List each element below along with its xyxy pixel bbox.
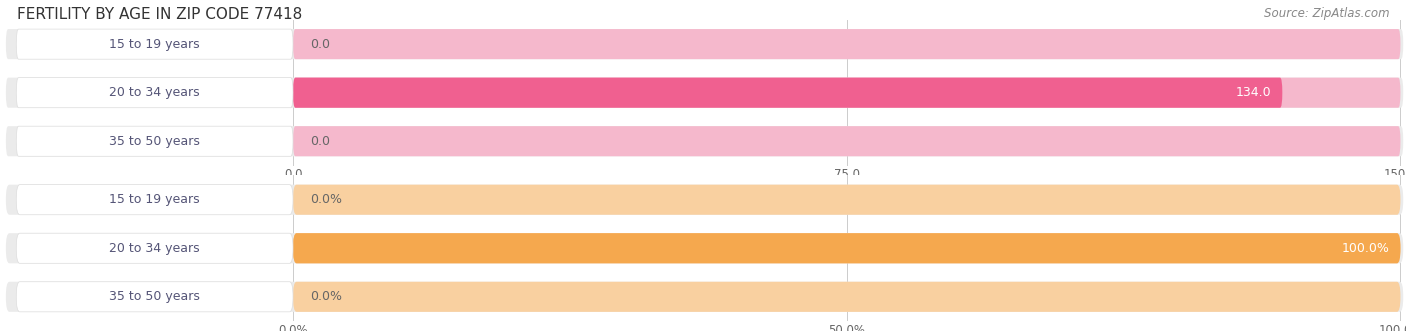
Text: 0.0%: 0.0% [309,193,342,206]
FancyBboxPatch shape [6,29,1403,59]
FancyBboxPatch shape [6,233,1403,263]
Text: FERTILITY BY AGE IN ZIP CODE 77418: FERTILITY BY AGE IN ZIP CODE 77418 [17,7,302,22]
FancyBboxPatch shape [292,185,1400,215]
FancyBboxPatch shape [17,233,292,263]
Text: 20 to 34 years: 20 to 34 years [110,86,200,99]
Text: 0.0%: 0.0% [309,290,342,303]
FancyBboxPatch shape [292,233,1400,263]
FancyBboxPatch shape [17,78,292,108]
FancyBboxPatch shape [17,29,292,59]
FancyBboxPatch shape [17,282,292,312]
FancyBboxPatch shape [292,29,1400,59]
FancyBboxPatch shape [292,78,1282,108]
FancyBboxPatch shape [17,126,292,156]
FancyBboxPatch shape [6,282,1403,312]
FancyBboxPatch shape [292,126,1400,156]
FancyBboxPatch shape [292,78,1400,108]
FancyBboxPatch shape [292,282,1400,312]
FancyBboxPatch shape [292,233,1400,263]
Text: 134.0: 134.0 [1236,86,1271,99]
Text: 100.0%: 100.0% [1341,242,1389,255]
Text: Source: ZipAtlas.com: Source: ZipAtlas.com [1264,7,1389,20]
Text: 15 to 19 years: 15 to 19 years [110,38,200,51]
FancyBboxPatch shape [6,126,1403,156]
Text: 35 to 50 years: 35 to 50 years [110,135,200,148]
FancyBboxPatch shape [6,185,1403,215]
FancyBboxPatch shape [6,78,1403,108]
Text: 0.0: 0.0 [309,135,329,148]
Text: 20 to 34 years: 20 to 34 years [110,242,200,255]
FancyBboxPatch shape [17,185,292,215]
Text: 0.0: 0.0 [309,38,329,51]
Text: 15 to 19 years: 15 to 19 years [110,193,200,206]
Text: 35 to 50 years: 35 to 50 years [110,290,200,303]
